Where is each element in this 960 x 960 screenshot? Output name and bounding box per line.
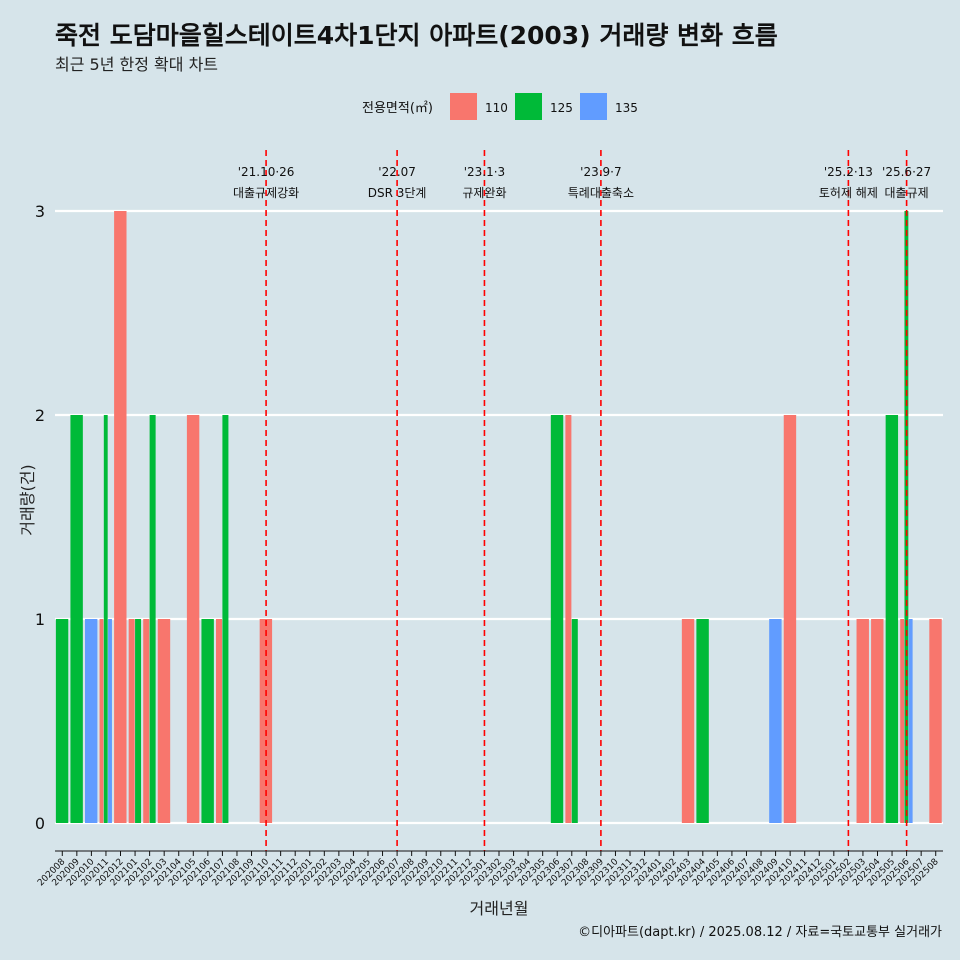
bar-202504-110 bbox=[871, 619, 884, 823]
bar-202101-110 bbox=[128, 619, 135, 823]
bar-202506-135 bbox=[908, 619, 913, 823]
event-markers: '21.10·26 대출규제강화 '22.07 DSR 3단계 '23.1·3 규제완화 '… bbox=[233, 150, 931, 851]
bar-202307-110 bbox=[565, 415, 572, 823]
x-axis-title: 거래년월 bbox=[470, 899, 529, 918]
bar-202107-110 bbox=[216, 619, 223, 823]
bar-202409-135 bbox=[769, 619, 782, 823]
legend-title: 전용면적(㎡) bbox=[362, 101, 433, 116]
chart-subtitle: 최근 5년 한정 확대 차트 bbox=[55, 55, 218, 74]
event-label: 대출규제강화 bbox=[233, 186, 299, 200]
y-axis: 0 1 2 3 bbox=[35, 202, 45, 833]
bar-202008-125 bbox=[55, 619, 69, 823]
y-axis-title: 거래량(건) bbox=[18, 464, 37, 535]
event-date: '23.1·3 bbox=[464, 165, 505, 179]
bar-202404-125 bbox=[696, 619, 709, 823]
bar-202012-110 bbox=[114, 211, 127, 823]
bar-202105-110 bbox=[186, 415, 200, 823]
event-label: DSR 3단계 bbox=[368, 186, 427, 200]
bar-202009-125 bbox=[70, 415, 83, 823]
bar-202508-110 bbox=[929, 619, 942, 823]
bar-202410-110 bbox=[783, 415, 797, 823]
y-tick-label: 0 bbox=[35, 814, 45, 833]
bar-202102-110 bbox=[143, 619, 150, 823]
bar-202107-125 bbox=[222, 415, 229, 823]
x-axis: 2020082020092020102020112020122021012021… bbox=[36, 850, 943, 888]
bar-202106-125 bbox=[201, 619, 214, 823]
y-tick-label: 3 bbox=[35, 202, 45, 221]
bar-202103-110 bbox=[157, 619, 171, 823]
bar-202505-125 bbox=[885, 415, 899, 823]
legend-key-110 bbox=[450, 93, 477, 120]
y-tick-label: 1 bbox=[35, 610, 45, 629]
legend-key-135 bbox=[580, 93, 607, 120]
event-date: '22.07 bbox=[378, 165, 416, 179]
bar-202011-135 bbox=[108, 619, 112, 823]
bar-202403-110 bbox=[681, 619, 695, 823]
legend-label-110: 110 bbox=[485, 101, 508, 115]
bar-202011-125 bbox=[103, 415, 108, 823]
event-date: '25.2·13 bbox=[824, 165, 873, 179]
bar-202506-110 bbox=[900, 619, 905, 823]
event-label: 토허제 해제 bbox=[819, 186, 878, 200]
legend: 전용면적(㎡) 110 125 135 bbox=[362, 93, 638, 120]
y-tick-label: 2 bbox=[35, 406, 45, 425]
event-date: '25.6·27 bbox=[882, 165, 931, 179]
event-label: 대출규제 bbox=[885, 186, 929, 200]
bar-202011-110 bbox=[99, 619, 104, 823]
event-date: '21.10·26 bbox=[238, 165, 295, 179]
bar-202307-125 bbox=[571, 619, 578, 823]
bar-202503-110 bbox=[856, 619, 869, 823]
bar-202102-125 bbox=[149, 415, 156, 823]
bar-202010-135 bbox=[84, 619, 98, 823]
bar-202101-125 bbox=[135, 619, 142, 823]
legend-key-125 bbox=[515, 93, 542, 120]
source-caption: ©디아파트(dapt.kr) / 2025.08.12 / 자료=국토교통부 실… bbox=[578, 925, 942, 940]
event-label: 규제완화 bbox=[462, 186, 506, 200]
event-label: 특례대출축소 bbox=[568, 186, 634, 200]
bar-202506-125 bbox=[904, 211, 909, 823]
bar-202306-125 bbox=[550, 415, 564, 823]
bars bbox=[55, 211, 942, 823]
legend-label-135: 135 bbox=[615, 101, 638, 115]
chart-title: 죽전 도담마을힐스테이트4차1단지 아파트(2003) 거래량 변화 흐름 bbox=[55, 21, 778, 50]
event-date: '23.9·7 bbox=[580, 165, 621, 179]
legend-label-125: 125 bbox=[550, 101, 573, 115]
